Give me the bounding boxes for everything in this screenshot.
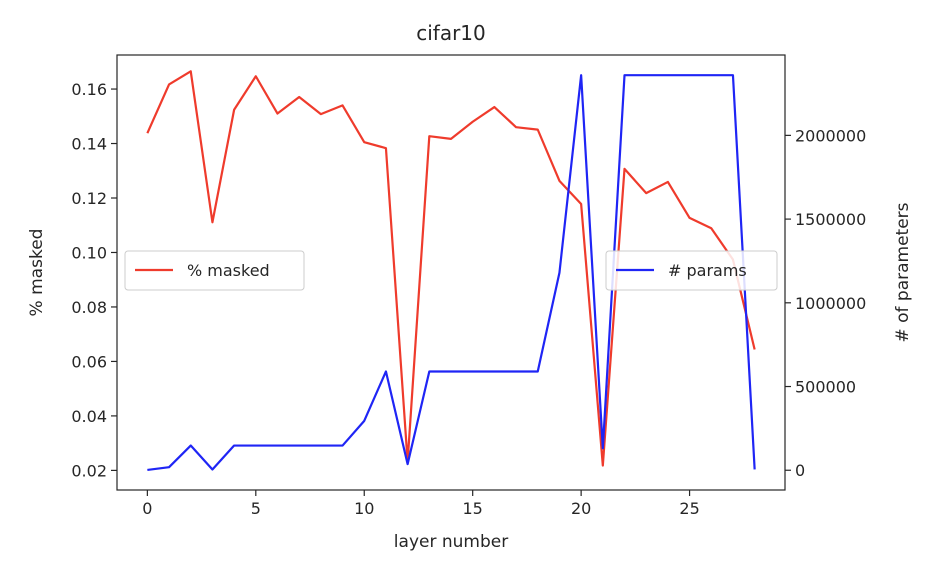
y-left-tick-label: 0.08 <box>71 298 107 317</box>
series-line-masked <box>146 70 756 467</box>
plot-frame <box>116 54 786 491</box>
y-right-tick-label: 1500000 <box>795 210 866 229</box>
legend-masked-label: % masked <box>187 261 270 280</box>
y-right-tick-label: 2000000 <box>795 126 866 145</box>
y-left-tick-label: 0.12 <box>71 189 107 208</box>
x-tick-label: 10 <box>354 499 374 518</box>
x-tick-label: 20 <box>571 499 591 518</box>
ticks-layer: 0 5 10 15 20 25 0.02 0.04 0.06 0.08 0.10 0.12 0.14 0.… <box>71 80 866 518</box>
x-tick-label: 0 <box>142 499 152 518</box>
x-tick-label: 5 <box>251 499 261 518</box>
x-axis-label: layer number <box>394 532 508 552</box>
series-layer <box>146 70 756 472</box>
y-left-tick-label: 0.16 <box>71 80 107 99</box>
y-left-tick-label: 0.04 <box>71 407 107 426</box>
y-left-tick-label: 0.02 <box>71 461 107 480</box>
y-right-tick-label: 500000 <box>795 378 856 397</box>
x-tick-label: 15 <box>463 499 483 518</box>
legend-params-label: # params <box>668 261 747 280</box>
y-right-tick-label: 0 <box>795 461 805 480</box>
x-tick-label: 25 <box>679 499 699 518</box>
legend-masked-box <box>124 250 305 291</box>
legend-params: # params <box>605 250 778 291</box>
y-axis-left-label: % masked <box>27 229 47 317</box>
y-left-tick-label: 0.06 <box>71 352 107 371</box>
series-line-params <box>147 74 756 472</box>
y-right-tick-label: 1000000 <box>795 294 866 313</box>
legend-masked: % masked <box>124 250 305 291</box>
legend-params-box <box>605 250 778 291</box>
y-axis-right-label: # of parameters <box>893 202 913 342</box>
chart-title: cifar10 <box>416 21 486 45</box>
y-left-tick-label: 0.14 <box>71 135 107 154</box>
y-left-tick-label: 0.10 <box>71 243 107 262</box>
